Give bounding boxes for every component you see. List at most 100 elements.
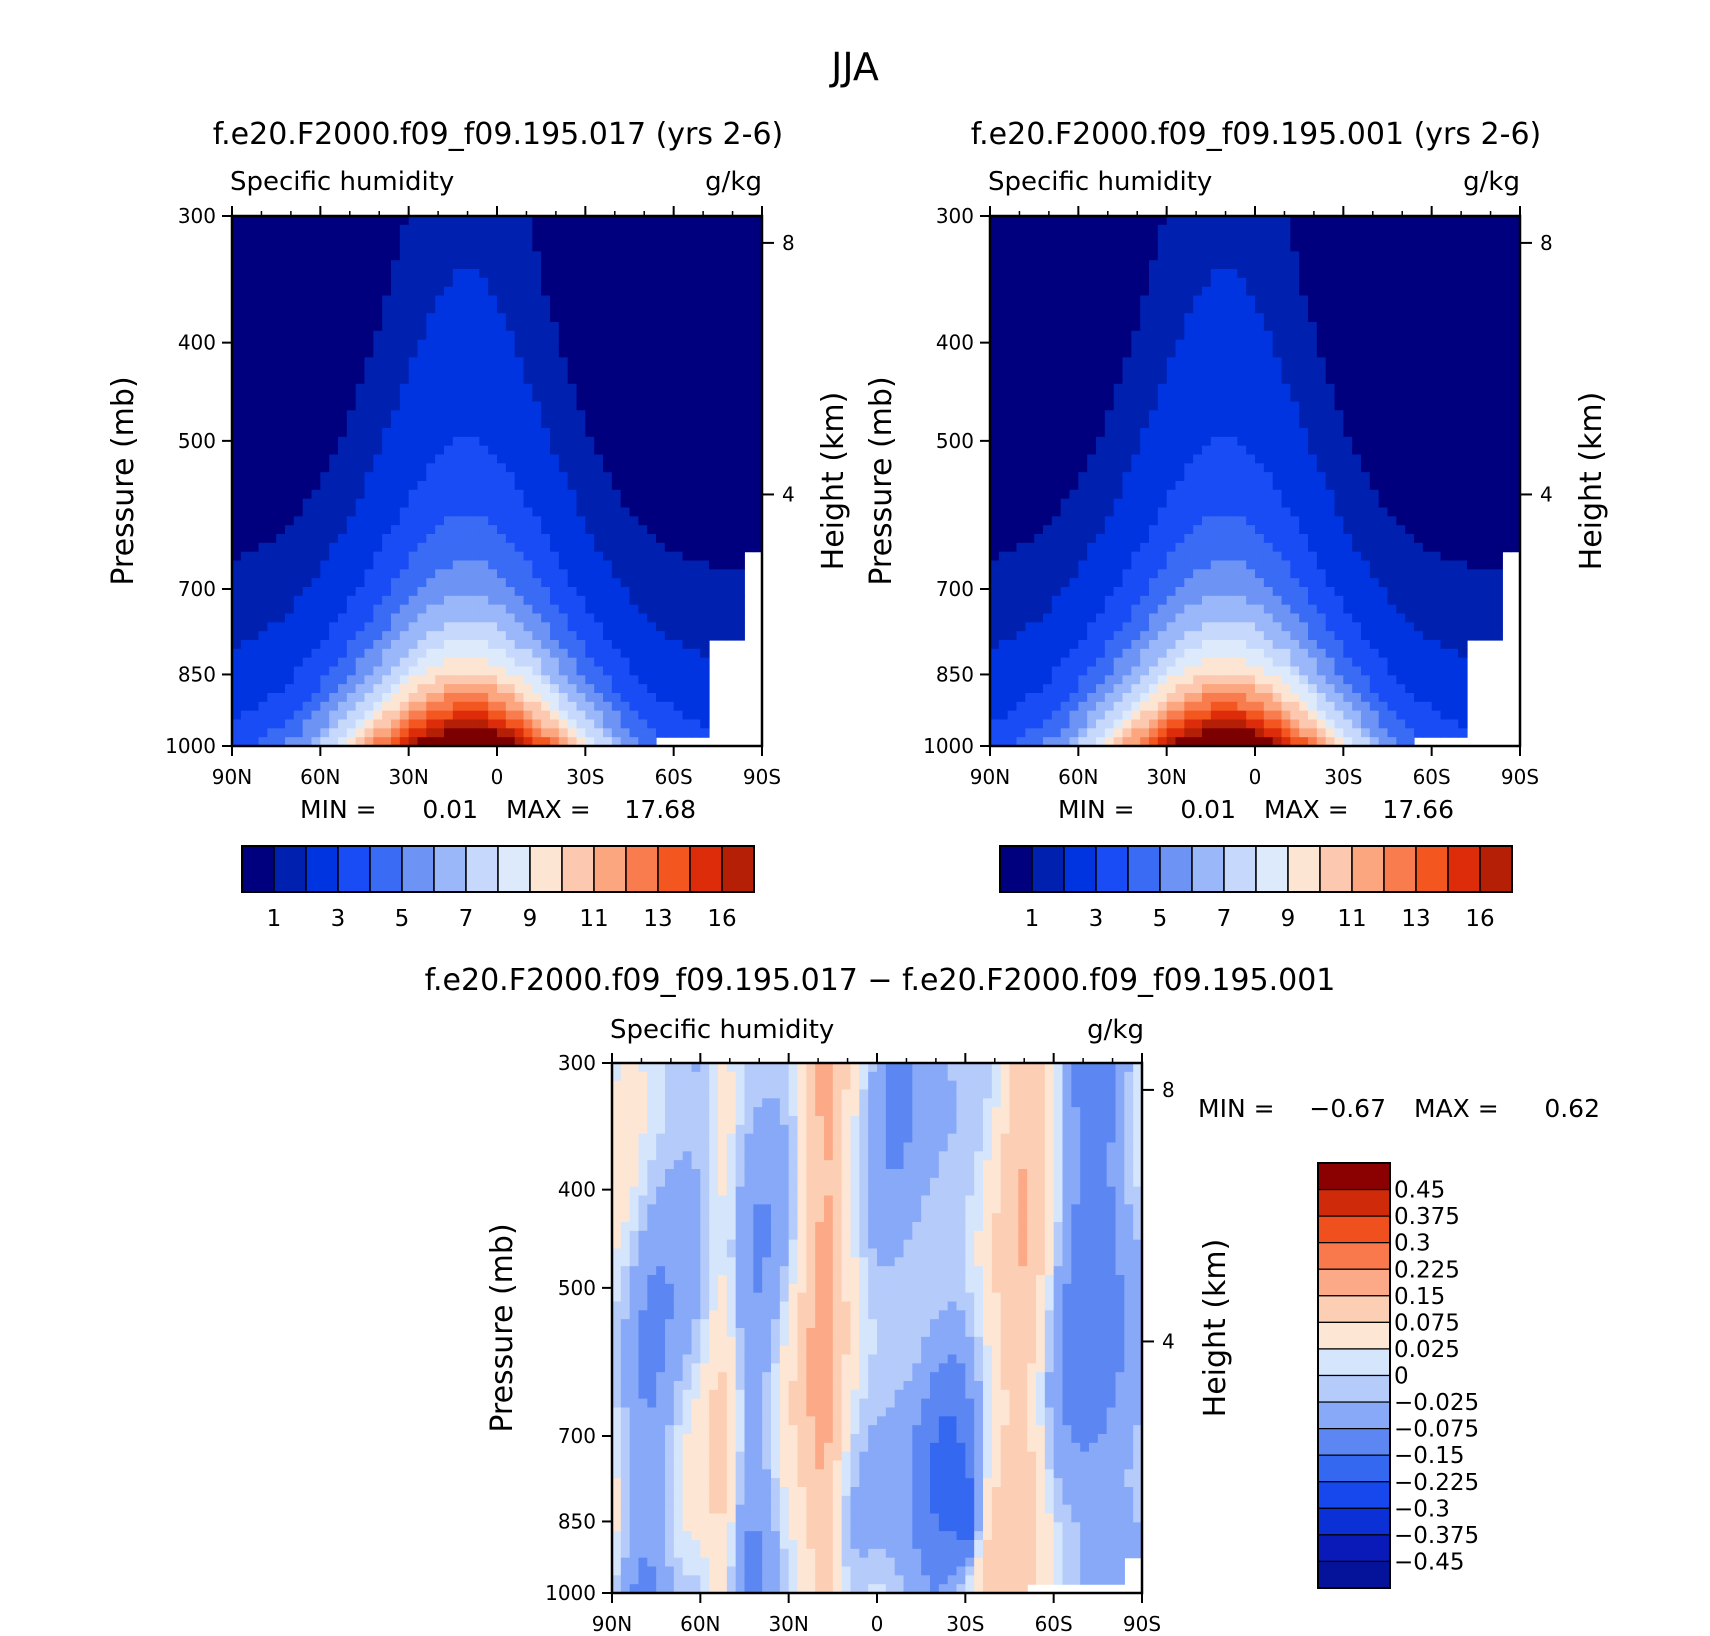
field-cell xyxy=(1051,286,1062,297)
field-cell xyxy=(514,454,525,464)
field-cell xyxy=(1316,269,1327,279)
field-cell xyxy=(1378,216,1389,226)
field-cell xyxy=(611,481,622,491)
field-cell xyxy=(1316,304,1327,314)
field-cell xyxy=(603,534,613,544)
field-cell xyxy=(1387,216,1397,226)
field-cell xyxy=(611,498,622,509)
field-cell xyxy=(1387,410,1397,420)
field-cell xyxy=(302,216,313,226)
field-cell xyxy=(594,666,604,676)
field-cell xyxy=(408,578,419,588)
field-cell xyxy=(1422,357,1433,367)
field-cell xyxy=(1378,322,1389,332)
field-cell xyxy=(417,507,427,517)
field-cell xyxy=(444,375,454,385)
field-cell xyxy=(249,569,260,579)
field-cell xyxy=(391,463,401,473)
field-cell xyxy=(1325,277,1336,288)
field-cell xyxy=(998,410,1009,420)
field-cell xyxy=(338,445,348,456)
field-cell xyxy=(346,578,357,588)
field-cell xyxy=(744,242,754,252)
field-cell xyxy=(647,286,657,297)
field-cell xyxy=(1060,224,1071,235)
field-cell xyxy=(735,604,745,615)
field-cell xyxy=(1122,286,1132,297)
field-cell xyxy=(338,534,348,544)
field-cell xyxy=(1034,410,1044,420)
field-cell xyxy=(1078,375,1088,385)
field-cell xyxy=(682,684,692,694)
field-cell xyxy=(523,728,533,738)
field-cell xyxy=(249,666,260,676)
field-cell xyxy=(1414,224,1424,235)
field-cell xyxy=(558,224,569,235)
field-cell xyxy=(1113,269,1124,279)
field-cell xyxy=(567,224,578,235)
field-cell xyxy=(682,657,692,668)
field-cell xyxy=(673,560,684,570)
field-cell xyxy=(523,392,533,403)
field-cell xyxy=(417,542,427,553)
field-cell xyxy=(1087,401,1097,411)
field-cell xyxy=(541,463,551,473)
field-cell xyxy=(1043,216,1053,226)
field-cell xyxy=(682,348,692,358)
field-cell xyxy=(320,304,330,314)
field-cell xyxy=(1131,224,1141,235)
field-cell xyxy=(1475,375,1486,385)
field-cell xyxy=(664,684,675,694)
field-cell xyxy=(532,251,542,261)
field-cell xyxy=(558,233,569,244)
field-cell xyxy=(408,489,419,500)
field-cell xyxy=(541,401,551,411)
field-cell xyxy=(558,242,569,252)
field-cell xyxy=(1502,260,1512,270)
field-cell xyxy=(1034,224,1044,235)
field-cell xyxy=(726,622,737,632)
field-cell xyxy=(426,675,436,685)
field-cell xyxy=(373,622,383,632)
field-cell xyxy=(461,383,472,394)
field-cell xyxy=(558,613,569,623)
field-cell xyxy=(523,233,533,244)
field-cell xyxy=(735,525,745,535)
field-cell xyxy=(1263,233,1274,244)
field-cell xyxy=(638,507,648,517)
field-cell xyxy=(1078,269,1088,279)
field-cell xyxy=(452,622,463,632)
field-cell xyxy=(673,498,684,509)
field-cell xyxy=(1467,330,1477,341)
field-cell xyxy=(594,330,604,341)
field-cell xyxy=(656,295,666,305)
field-cell xyxy=(1272,383,1283,394)
units-label: g/kg xyxy=(705,167,762,197)
field-cell xyxy=(620,489,631,500)
field-cell xyxy=(1422,401,1433,411)
field-cell xyxy=(638,648,648,659)
field-cell xyxy=(1113,419,1124,429)
field-cell xyxy=(1361,392,1371,403)
field-cell xyxy=(753,339,763,350)
field-cell xyxy=(1078,410,1088,420)
field-cell xyxy=(505,604,516,615)
field-cell xyxy=(1272,313,1283,323)
field-cell xyxy=(364,622,374,632)
field-cell xyxy=(1334,339,1344,350)
field-cell xyxy=(355,710,366,721)
field-cell xyxy=(611,560,622,570)
field-cell xyxy=(709,322,719,332)
field-cell xyxy=(523,489,533,500)
field-cell xyxy=(1361,322,1371,332)
field-cell xyxy=(629,428,639,438)
field-cell xyxy=(1060,260,1071,270)
field-cell xyxy=(232,330,242,341)
field-cell xyxy=(558,348,569,358)
field-cell xyxy=(1511,242,1521,252)
panel-model-017: f.e20.F2000.f09_f09.195.017 (yrs 2-6) Sp… xyxy=(106,117,851,932)
field-cell xyxy=(1458,295,1468,305)
field-cell xyxy=(620,251,631,261)
field-cell xyxy=(249,701,260,712)
field-cell xyxy=(1467,322,1477,332)
